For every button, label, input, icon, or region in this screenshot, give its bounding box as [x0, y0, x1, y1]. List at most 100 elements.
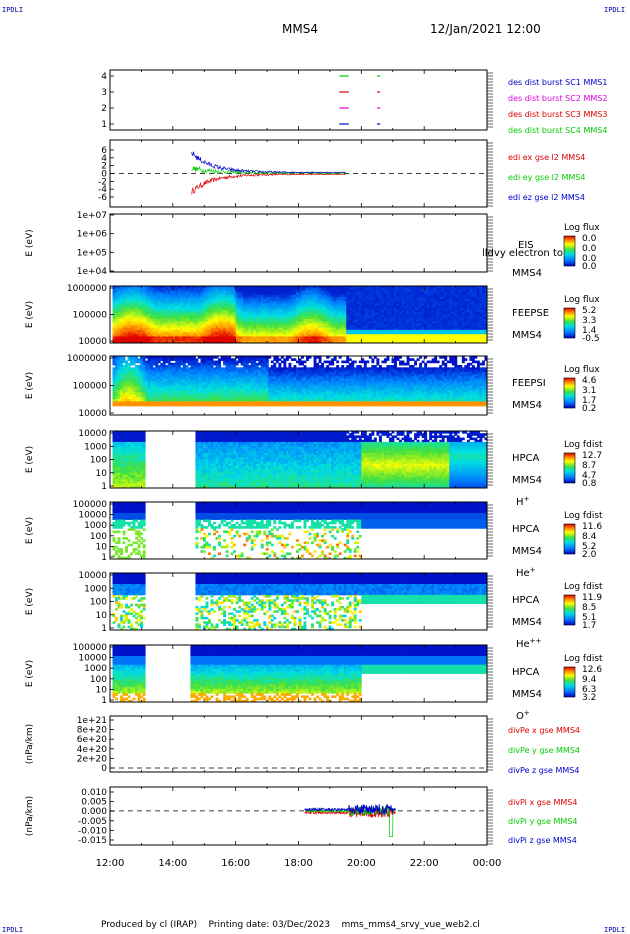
ytick-label: 8e+20	[77, 726, 108, 736]
ytick-label: 100	[90, 456, 107, 466]
color-scale-value: 12.6	[582, 665, 602, 675]
ytick-label: 10	[96, 542, 108, 552]
ytick-label: 100	[90, 598, 107, 608]
spacecraft-label: MMS4	[512, 689, 542, 700]
color-scale-title: Log fdist	[564, 582, 603, 592]
color-scale-value: -0.5	[582, 334, 600, 344]
panel-frame-burst	[109, 69, 488, 131]
ytick-label: -4	[98, 185, 107, 195]
ytick-label: 1	[101, 696, 107, 706]
heatmap-hpca-h	[112, 431, 488, 489]
color-scale-bar	[563, 452, 576, 484]
legend-entry: divPe z gse MMS4	[508, 766, 579, 775]
ytick-label: 100	[90, 675, 107, 685]
legend-entry: divPi z gse MMS4	[508, 836, 577, 845]
ytick-label: 10	[96, 611, 108, 621]
ytick-label: 1000000	[67, 354, 107, 364]
panel-minor-ticks-edi	[109, 140, 493, 207]
ytick-label: 100000	[73, 500, 108, 510]
ytick-label: 0.000	[81, 807, 107, 817]
ytick-label: 100000	[73, 643, 108, 653]
color-scale-value: 0.0	[582, 254, 597, 264]
ytick-label: 2e+20	[77, 754, 108, 764]
color-scale-value: 11.9	[582, 593, 602, 603]
color-scale-value: 1.7	[582, 396, 596, 406]
ytick-label: -6	[98, 193, 107, 203]
ytick-label: 1e+04	[77, 267, 108, 277]
spacecraft-label: MMS4	[512, 546, 542, 557]
divpi-series-line	[304, 803, 396, 816]
color-scale-value: 1.7	[582, 621, 596, 631]
ytick-label: 1000	[84, 584, 107, 594]
color-scale-value: 2.0	[582, 550, 597, 560]
panel-minor-ticks-hpca-h	[109, 431, 493, 488]
color-scale-value: 11.6	[582, 522, 602, 532]
species-label: O+	[516, 709, 530, 722]
species-label: H+	[516, 495, 530, 508]
panel-minor-ticks-burst	[109, 70, 493, 130]
ytick-label: 10000	[78, 409, 107, 419]
ytick-label: 10000	[78, 571, 107, 581]
color-scale-value: 0.0	[582, 234, 597, 244]
color-scale-value: 4.7	[582, 471, 596, 481]
color-scale-title: Log fdist	[564, 440, 603, 450]
y-axis-label: E (eV)	[25, 588, 35, 615]
corner-label-bottom-right: IPDLI	[604, 926, 626, 934]
time-tick-label: 20:00	[347, 858, 376, 869]
time-tick-label: 00:00	[473, 858, 502, 869]
instrument-label: HPCA	[512, 667, 540, 678]
legend-entry: des dist burst SC4 MMS4	[508, 126, 607, 135]
ytick-label: 1	[101, 624, 107, 634]
instrument-label: HPCA	[512, 524, 540, 535]
panel-frame-divpe	[109, 715, 488, 773]
ytick-label: 4	[101, 154, 107, 164]
page-title: MMS4	[282, 22, 318, 36]
ytick-label: 3	[101, 88, 107, 98]
color-scale-value: 6.3	[582, 685, 596, 695]
instrument-label: EIS	[518, 240, 534, 251]
instrument-label: FEEPSI	[512, 378, 546, 389]
color-scale-value: 1.4	[582, 326, 597, 336]
legend-entry: des dist burst SC2 MMS2	[508, 94, 607, 103]
heatmap-feepsi	[112, 356, 488, 407]
color-scale-bar	[563, 594, 576, 626]
color-scale-value: 3.3	[582, 316, 596, 326]
ytick-label: 1e+21	[77, 716, 107, 726]
heatmap-hpca-hepp	[112, 573, 488, 631]
spacecraft-label: MMS4	[512, 475, 542, 486]
legend-entry: des dist burst SC1 MMS1	[508, 78, 607, 87]
color-scale-value: 3.2	[582, 693, 596, 703]
y-axis-label: E (eV)	[25, 517, 35, 544]
y-axis-label: E (eV)	[25, 229, 35, 256]
color-scale-title: Log flux	[564, 365, 600, 375]
ytick-label: 0	[101, 764, 107, 774]
ytick-label: 1000	[84, 521, 107, 531]
ytick-label: 1e+05	[77, 248, 107, 258]
spacecraft-label: MMS4	[512, 268, 542, 279]
ytick-label: -0.010	[78, 826, 107, 836]
ytick-label: 1000000	[67, 284, 107, 294]
spacecraft-label: MMS4	[512, 400, 542, 411]
ytick-label: 4e+20	[77, 745, 108, 755]
ytick-label: 1	[101, 553, 107, 563]
plot-stack: 12:00 14:00 16:00 18:00 20:00 22:00 00:00 4 3 2 1 d…	[25, 69, 607, 869]
spacecraft-label: MMS4	[512, 330, 542, 341]
legend-entry: divPe x gse MMS4	[508, 726, 580, 735]
ytick-label: 6	[101, 146, 107, 156]
color-scale-bar	[563, 666, 576, 698]
species-label: He++	[516, 637, 542, 650]
ytick-label: 10	[96, 685, 108, 695]
corner-label-bottom-left: IPDLI	[2, 926, 24, 934]
time-tick-label: 12:00	[96, 858, 125, 869]
legend-entry: divPe y gse MMS4	[508, 746, 580, 755]
species-label: He+	[516, 566, 536, 579]
ytick-label: 1e+07	[77, 211, 107, 221]
edi-series-line	[191, 173, 346, 195]
color-scale-title: Log fdist	[564, 511, 603, 521]
color-scale-value: 0.0	[582, 244, 597, 254]
ytick-label: 10000	[78, 511, 107, 521]
legend-entry: edi ez gse l2 MMS4	[508, 193, 585, 202]
y-axis-label: E (eV)	[25, 446, 35, 473]
instrument-label: HPCA	[512, 453, 540, 464]
heatmap-hpca-he	[112, 502, 488, 560]
